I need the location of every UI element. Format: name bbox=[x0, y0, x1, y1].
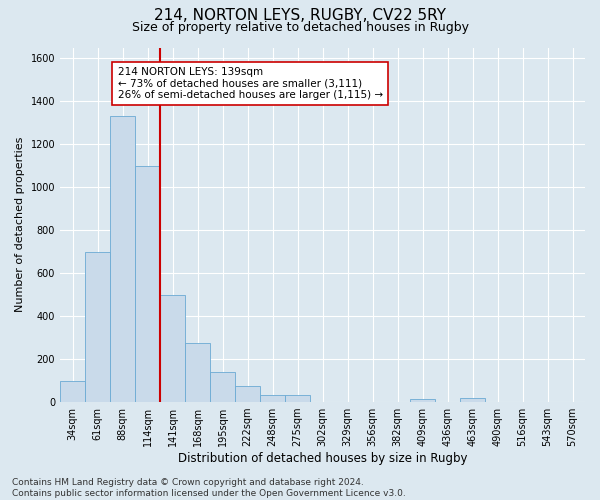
Text: Size of property relative to detached houses in Rugby: Size of property relative to detached ho… bbox=[131, 21, 469, 34]
Bar bbox=[210, 372, 235, 402]
Bar bbox=[160, 294, 185, 402]
Text: 214, NORTON LEYS, RUGBY, CV22 5RY: 214, NORTON LEYS, RUGBY, CV22 5RY bbox=[154, 8, 446, 22]
Bar bbox=[110, 116, 135, 402]
Bar bbox=[235, 386, 260, 402]
Bar bbox=[460, 398, 485, 402]
X-axis label: Distribution of detached houses by size in Rugby: Distribution of detached houses by size … bbox=[178, 452, 467, 465]
Bar bbox=[185, 343, 210, 402]
Bar bbox=[85, 252, 110, 402]
Text: 214 NORTON LEYS: 139sqm
← 73% of detached houses are smaller (3,111)
26% of semi: 214 NORTON LEYS: 139sqm ← 73% of detache… bbox=[118, 67, 383, 100]
Bar bbox=[410, 399, 435, 402]
Bar bbox=[60, 380, 85, 402]
Text: Contains HM Land Registry data © Crown copyright and database right 2024.
Contai: Contains HM Land Registry data © Crown c… bbox=[12, 478, 406, 498]
Bar bbox=[260, 394, 285, 402]
Y-axis label: Number of detached properties: Number of detached properties bbox=[15, 137, 25, 312]
Bar bbox=[135, 166, 160, 402]
Bar bbox=[285, 394, 310, 402]
